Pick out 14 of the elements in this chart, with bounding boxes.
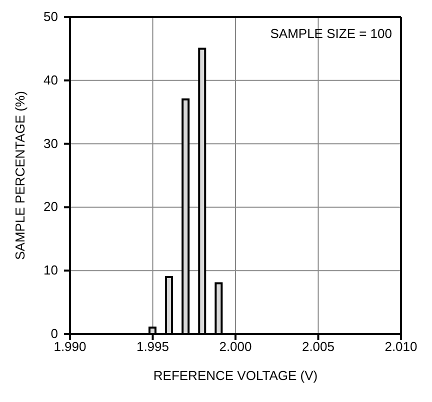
- annotation: SAMPLE SIZE = 100: [270, 26, 392, 41]
- y-axis-title: SAMPLE PERCENTAGE (%): [12, 91, 28, 260]
- x-tick-label: 2.000: [219, 339, 252, 354]
- x-axis-title: REFERENCE VOLTAGE (V): [153, 368, 318, 383]
- y-tick-label: 40: [44, 72, 58, 88]
- x-tick-label: 2.010: [384, 339, 418, 354]
- x-tick-label: 1.995: [136, 339, 170, 354]
- x-tick-label: 1.990: [54, 339, 86, 354]
- y-tick-label: 0: [50, 326, 58, 341]
- y-tick-label: 50: [44, 9, 58, 24]
- y-tick-label: 10: [44, 262, 58, 278]
- y-tick-label: 20: [44, 199, 58, 214]
- y-tick-label: 30: [44, 136, 58, 151]
- x-tick-label: 2.005: [302, 339, 335, 354]
